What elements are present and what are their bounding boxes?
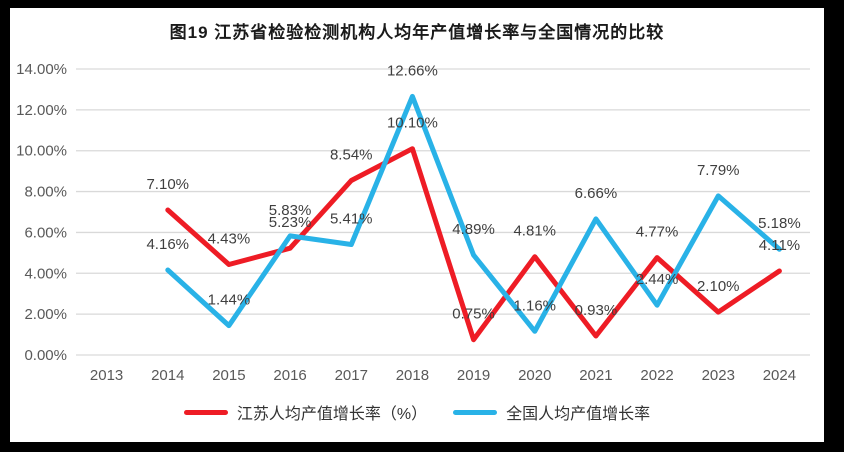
legend-label-national: 全国人均产值增长率 xyxy=(506,406,651,423)
national-line-swatch xyxy=(453,409,498,415)
chart-title: 图19 江苏省检验检测机构人均年产值增长率与全国情况的比较 xyxy=(169,23,665,42)
legend-label-jiangsu: 江苏人均产值增长率（%） xyxy=(236,406,428,423)
legend-item-jiangsu[interactable]: 江苏人均产值增长率（%） xyxy=(183,400,428,424)
legend-item-national[interactable]: 全国人均产值增长率 xyxy=(453,400,650,424)
jiangsu-line-swatch xyxy=(183,409,228,415)
chart-background xyxy=(10,8,824,442)
chart-legend: 江苏人均产值增长率（%） 全国人均产值增长率 xyxy=(10,400,824,424)
